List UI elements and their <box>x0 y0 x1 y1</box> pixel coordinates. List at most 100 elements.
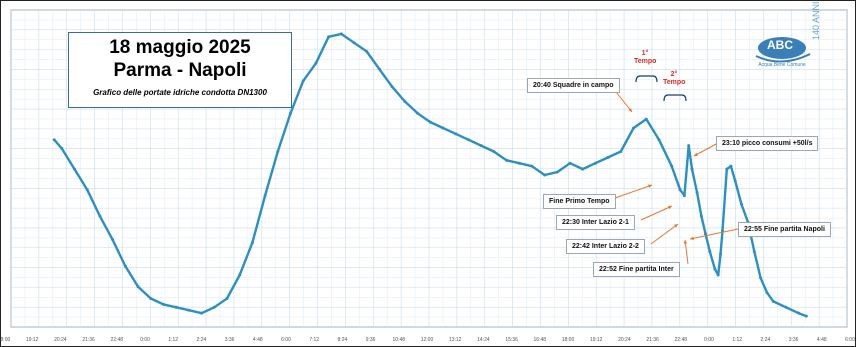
data-point <box>339 32 343 36</box>
data-point <box>428 120 432 124</box>
data-point <box>301 79 305 83</box>
data-point <box>530 164 534 168</box>
x-tick-label: 8:24 <box>338 337 348 343</box>
data-point <box>716 273 720 277</box>
x-tick-label: 0:00 <box>140 337 150 343</box>
data-point <box>752 249 756 253</box>
x-tick-label: 19:12 <box>26 337 39 343</box>
x-tick-label: 10:48 <box>393 337 406 343</box>
x-tick-label: 6:00 <box>281 337 291 343</box>
data-point <box>678 188 682 192</box>
data-point <box>699 214 703 218</box>
bracket-first-half <box>635 75 658 83</box>
data-point <box>517 161 521 165</box>
period-label-2: 2° Tempo <box>663 71 686 86</box>
arrow-picco <box>693 142 719 157</box>
data-point <box>733 179 737 183</box>
x-tick-label: 20:24 <box>618 337 631 343</box>
x-tick-label: 6:00 <box>845 337 855 343</box>
x-tick-label: 20:24 <box>54 337 67 343</box>
data-point <box>250 241 254 245</box>
data-point <box>771 299 775 303</box>
data-point <box>568 161 572 165</box>
data-point <box>123 264 127 268</box>
arrow-squadre-head <box>628 108 632 112</box>
data-point <box>657 138 661 142</box>
data-point <box>390 85 394 89</box>
abc-logo <box>755 37 811 63</box>
arrow-fine-napoli <box>689 228 739 240</box>
data-point <box>695 191 699 195</box>
data-point <box>708 249 712 253</box>
data-point <box>703 232 707 236</box>
annotation-fine-primo: Fine Primo Tempo <box>543 194 616 209</box>
x-tick-label: 22:48 <box>675 337 688 343</box>
data-point <box>327 35 331 39</box>
data-point <box>505 158 509 162</box>
x-tick-label: 22:48 <box>111 337 124 343</box>
period-label-1: 1° Tempo <box>634 50 657 65</box>
data-point <box>581 167 585 171</box>
data-point <box>682 194 686 198</box>
x-tick-label: 0:00 <box>704 337 714 343</box>
data-point <box>690 167 694 171</box>
data-point <box>593 161 597 165</box>
data-point <box>238 273 242 277</box>
data-point <box>73 167 77 171</box>
x-tick-label: 3:36 <box>225 337 235 343</box>
arrow-fine-inter <box>684 239 689 265</box>
data-point <box>200 311 204 315</box>
data-point <box>804 314 808 318</box>
data-point <box>52 138 56 142</box>
data-point <box>740 202 744 206</box>
logo-name: ABC <box>767 38 793 52</box>
data-point <box>765 291 769 295</box>
data-point <box>136 285 140 289</box>
arrow-fine-inter-head <box>683 240 688 244</box>
x-tick-label: 12:00 <box>421 337 434 343</box>
data-point <box>687 144 691 148</box>
data-point <box>619 149 623 153</box>
data-point <box>149 296 153 300</box>
data-point <box>784 305 788 309</box>
data-point <box>441 126 445 130</box>
x-tick-label: 4:48 <box>817 337 827 343</box>
x-tick-label: 21:36 <box>646 337 659 343</box>
x-tick-label: 7:12 <box>309 337 319 343</box>
x-tick-label: 21:36 <box>82 337 95 343</box>
series-line <box>53 32 807 318</box>
annotation-inter-22: 22:42 Inter Lazio 2-2 <box>566 239 645 254</box>
logo-tagline: Acqua Bene Comune <box>758 62 806 68</box>
x-tick-label: 18:00 <box>0 337 10 343</box>
arrow-picco-head <box>694 152 698 156</box>
x-tick-label: 2:24 <box>197 337 207 343</box>
x-tick-label: 4:48 <box>253 337 263 343</box>
data-point <box>225 296 229 300</box>
data-point <box>377 67 381 71</box>
data-point <box>174 305 178 309</box>
x-tick-label: 18:00 <box>562 337 575 343</box>
data-point <box>725 167 729 171</box>
data-point <box>606 155 610 159</box>
data-point <box>479 144 483 148</box>
data-point <box>713 267 717 271</box>
data-point <box>797 311 801 315</box>
annotation-fine-napoli: 22:55 Fine partita Napoli <box>738 222 831 237</box>
annotation-picco: 23:10 picco consumi +50l/s <box>716 136 819 151</box>
x-tick-label: 3:36 <box>789 337 799 343</box>
annotation-fine-inter: 22:52 Fine partita Inter <box>593 262 680 277</box>
data-point <box>492 149 496 153</box>
data-point <box>314 61 318 65</box>
data-point <box>98 214 102 218</box>
data-point <box>543 173 547 177</box>
arrow-fine-primo <box>614 184 653 199</box>
chart-date: 18 maggio 2025 <box>109 37 251 58</box>
logo-anni: 140 ANNI <box>811 1 821 40</box>
data-point <box>187 308 191 312</box>
data-point <box>403 100 407 103</box>
x-tick-label: 15:36 <box>505 337 518 343</box>
data-point <box>729 164 733 168</box>
bracket-second-half <box>663 94 687 102</box>
data-point <box>212 305 216 309</box>
